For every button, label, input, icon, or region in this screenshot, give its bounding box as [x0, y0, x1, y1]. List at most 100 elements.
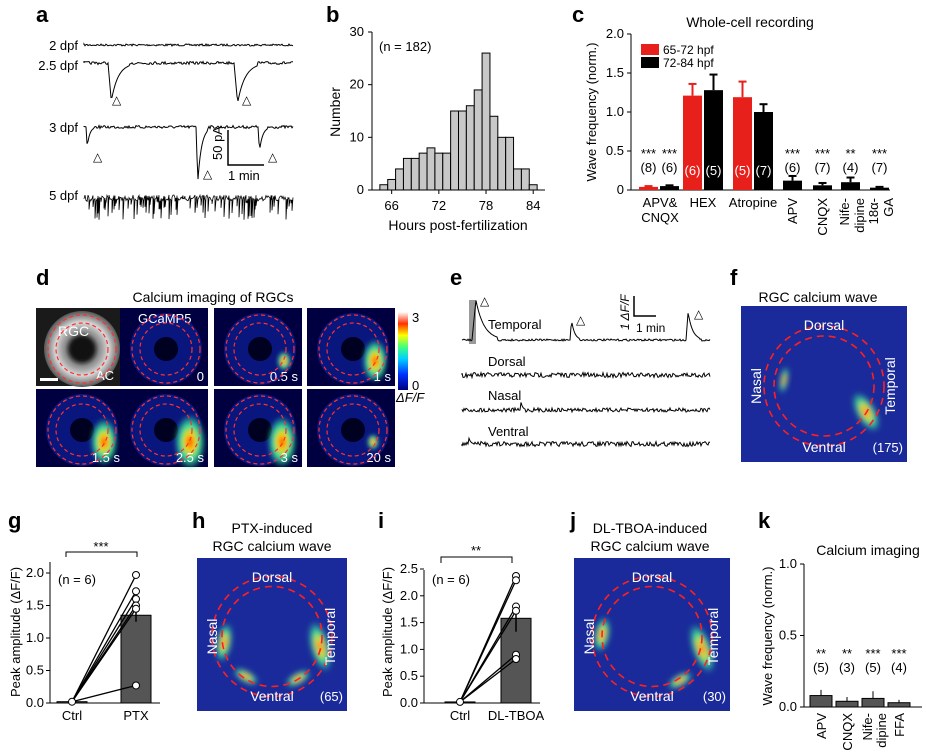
category-label: FFA	[892, 713, 907, 737]
n-label: (4)	[843, 160, 859, 175]
panel-label-e: e	[450, 265, 462, 290]
bar	[639, 186, 658, 190]
trace-label-temporal: Temporal	[488, 317, 542, 332]
significance-bracket	[65, 551, 138, 557]
paired-line	[459, 610, 517, 703]
bar	[783, 180, 802, 190]
n-label: (6)	[685, 163, 701, 178]
category-label: GA	[881, 198, 896, 217]
optic-disc	[72, 339, 92, 359]
y-tick-label: 30	[350, 24, 364, 39]
chart-title: Calcium imaging	[816, 542, 919, 558]
panel-j-wave-map: Dorsal Ventral Nasal Temporal (30)	[574, 558, 730, 711]
trace-5dpf	[83, 193, 294, 220]
data-point	[132, 595, 140, 603]
n-label: (3)	[839, 660, 855, 675]
scale-bar	[227, 130, 264, 166]
histogram-bar	[395, 168, 404, 191]
calcium-signal	[90, 418, 118, 466]
category-label: APV	[785, 198, 800, 224]
x-tick-label: 78	[479, 198, 493, 213]
y-tick-label: 0.0	[779, 699, 797, 714]
roi-inner	[326, 403, 380, 457]
y-tick-label: 0.5	[606, 143, 624, 158]
n-label: (5)	[813, 660, 829, 675]
trace-2dpf	[83, 42, 294, 47]
bar	[861, 697, 885, 708]
roi-outer	[131, 395, 201, 465]
y-tick-label: 2.0	[606, 26, 624, 41]
legend-label-65-72: 65-72 hpf	[663, 43, 714, 57]
n-label: (7)	[815, 160, 831, 175]
y-tick-label: 0.5	[779, 628, 797, 643]
y-tick-label: 0.0	[26, 695, 44, 710]
category-label: Nife-	[837, 198, 852, 225]
frame-time: 2.5 s	[176, 450, 205, 465]
histogram-bar	[418, 152, 428, 191]
category-label: dipine	[852, 198, 867, 233]
label-ventral: Ventral	[250, 688, 294, 704]
label-rgc: RGC	[58, 323, 89, 339]
panel-f-wave-map: Dorsal Ventral Nasal Temporal (175)	[741, 306, 907, 462]
scale-bar	[633, 296, 656, 317]
panel-j-title-2: RGC calcium wave	[590, 538, 709, 554]
trace-label-dorsal: Dorsal	[488, 354, 526, 369]
paired-line	[459, 579, 517, 703]
data-point	[68, 697, 76, 706]
data-point	[132, 570, 140, 579]
significance-stars: ***	[662, 146, 677, 161]
x-axis-label: Hours post-fertilization	[388, 217, 527, 233]
panel-label-k: k	[758, 508, 771, 533]
wave-heat	[779, 366, 789, 394]
wave-heat	[689, 623, 715, 674]
n-label: (8)	[641, 160, 657, 175]
histogram-bar	[489, 115, 499, 191]
panel-h-wave-map: Dorsal Ventral Nasal Temporal (65)	[197, 558, 347, 711]
frame-time: 1.5 s	[92, 450, 121, 465]
imaging-frame: 20 s	[307, 389, 395, 467]
n-label: (5)	[735, 163, 751, 178]
panel-label-b: b	[326, 2, 339, 27]
trace-3dpf	[83, 124, 294, 180]
bar	[120, 614, 152, 704]
roi-inner	[326, 322, 380, 376]
histogram-bar	[387, 178, 397, 191]
trace-2-5dpf	[83, 60, 293, 102]
frame-time: 20 s	[366, 450, 391, 465]
n-annotation: (n = 6)	[58, 572, 96, 587]
y-tick-label: 2.5	[400, 561, 418, 576]
indicator-label: GCaMP5	[138, 311, 191, 326]
label-temporal: Temporal	[882, 357, 898, 415]
bar	[835, 700, 859, 708]
roi-outer	[318, 395, 388, 465]
histogram-bar	[465, 105, 475, 191]
optic-disc	[248, 337, 272, 361]
y-tick-label: 1.5	[400, 615, 418, 630]
n-label: (7)	[872, 160, 888, 175]
data-point	[132, 604, 140, 613]
category-label: Ctrl	[450, 708, 470, 723]
category-label: CNQX	[840, 713, 855, 751]
y-tick-label: 1.0	[400, 641, 418, 656]
axes	[803, 564, 922, 708]
colorbar-min: 0	[412, 378, 419, 393]
significance-stars: ***	[891, 646, 906, 661]
significance-stars: ***	[93, 539, 108, 554]
imaging-frame: 1 s	[307, 308, 395, 386]
wave-marker-icon: △	[576, 313, 586, 327]
category-label: Ctrl	[62, 708, 82, 723]
imaging-frame: GCaMP5 0	[120, 308, 208, 386]
category-label: PTX	[123, 708, 149, 723]
y-tick-label: 0.5	[400, 668, 418, 683]
y-tick-label: 0	[617, 182, 624, 197]
wave-marker-icon: △	[93, 150, 103, 164]
histogram-bar	[450, 110, 459, 191]
n-label: (175)	[873, 440, 903, 455]
roi-outer	[47, 314, 117, 384]
y-tick-label: 2.0	[400, 588, 418, 603]
significance-stars: ***	[641, 146, 656, 161]
panel-f-title: RGC calcium wave	[758, 289, 877, 305]
label-ac: AC	[96, 368, 114, 383]
significance-stars: ***	[785, 146, 800, 161]
data-point	[456, 697, 464, 706]
